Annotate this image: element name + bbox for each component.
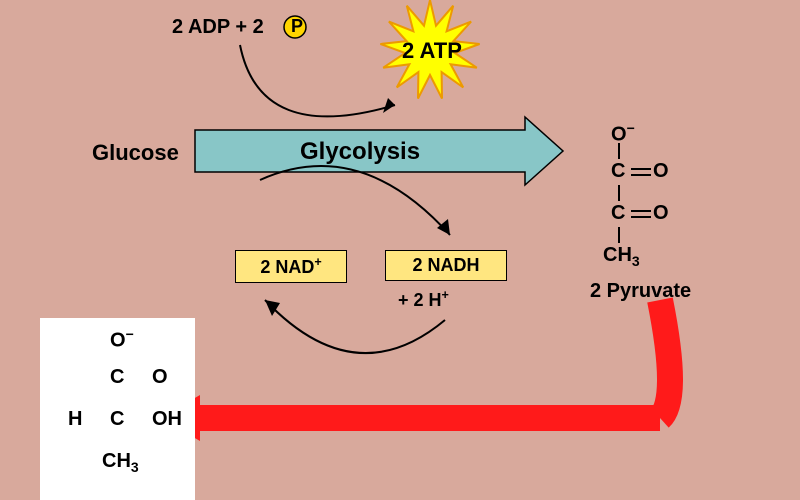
lactate-O1: O−: [110, 326, 134, 353]
pyruvate-O2: O: [653, 160, 669, 183]
atp-label: 2 ATP: [402, 38, 462, 64]
lactate-CH3: CH3: [102, 450, 139, 475]
pyruvate-to-red-link: [660, 300, 670, 418]
pyruvate-count-label: 2 Pyruvate: [590, 280, 691, 303]
lactate-C2: C: [110, 408, 124, 431]
lactate-H: H: [68, 408, 82, 431]
plus-2h-label: + 2 H+: [398, 288, 449, 311]
pyruvate-O3: O: [653, 202, 669, 225]
pyruvate-CH3: CH3: [603, 244, 640, 269]
glycolysis-label: Glycolysis: [300, 138, 420, 166]
pyruvate-bonds: [619, 143, 651, 243]
adp-to-atp-arrow: [240, 45, 395, 116]
pyruvate-C2: C: [611, 202, 625, 225]
pyruvate-C1: C: [611, 160, 625, 183]
pyruvate-O1: O−: [611, 120, 635, 147]
phosphate-letter: P: [291, 16, 303, 37]
nad-box: 2 NAD+: [235, 250, 347, 283]
lactate-OH: OH: [152, 408, 182, 431]
lactate-arrow: [160, 395, 660, 441]
nadh-box: 2 NADH: [385, 250, 507, 281]
adp-label: 2 ADP + 2: [172, 16, 264, 39]
glucose-label: Glucose: [92, 140, 179, 166]
lactate-O2: O: [152, 366, 168, 389]
lactate-C1: C: [110, 366, 124, 389]
